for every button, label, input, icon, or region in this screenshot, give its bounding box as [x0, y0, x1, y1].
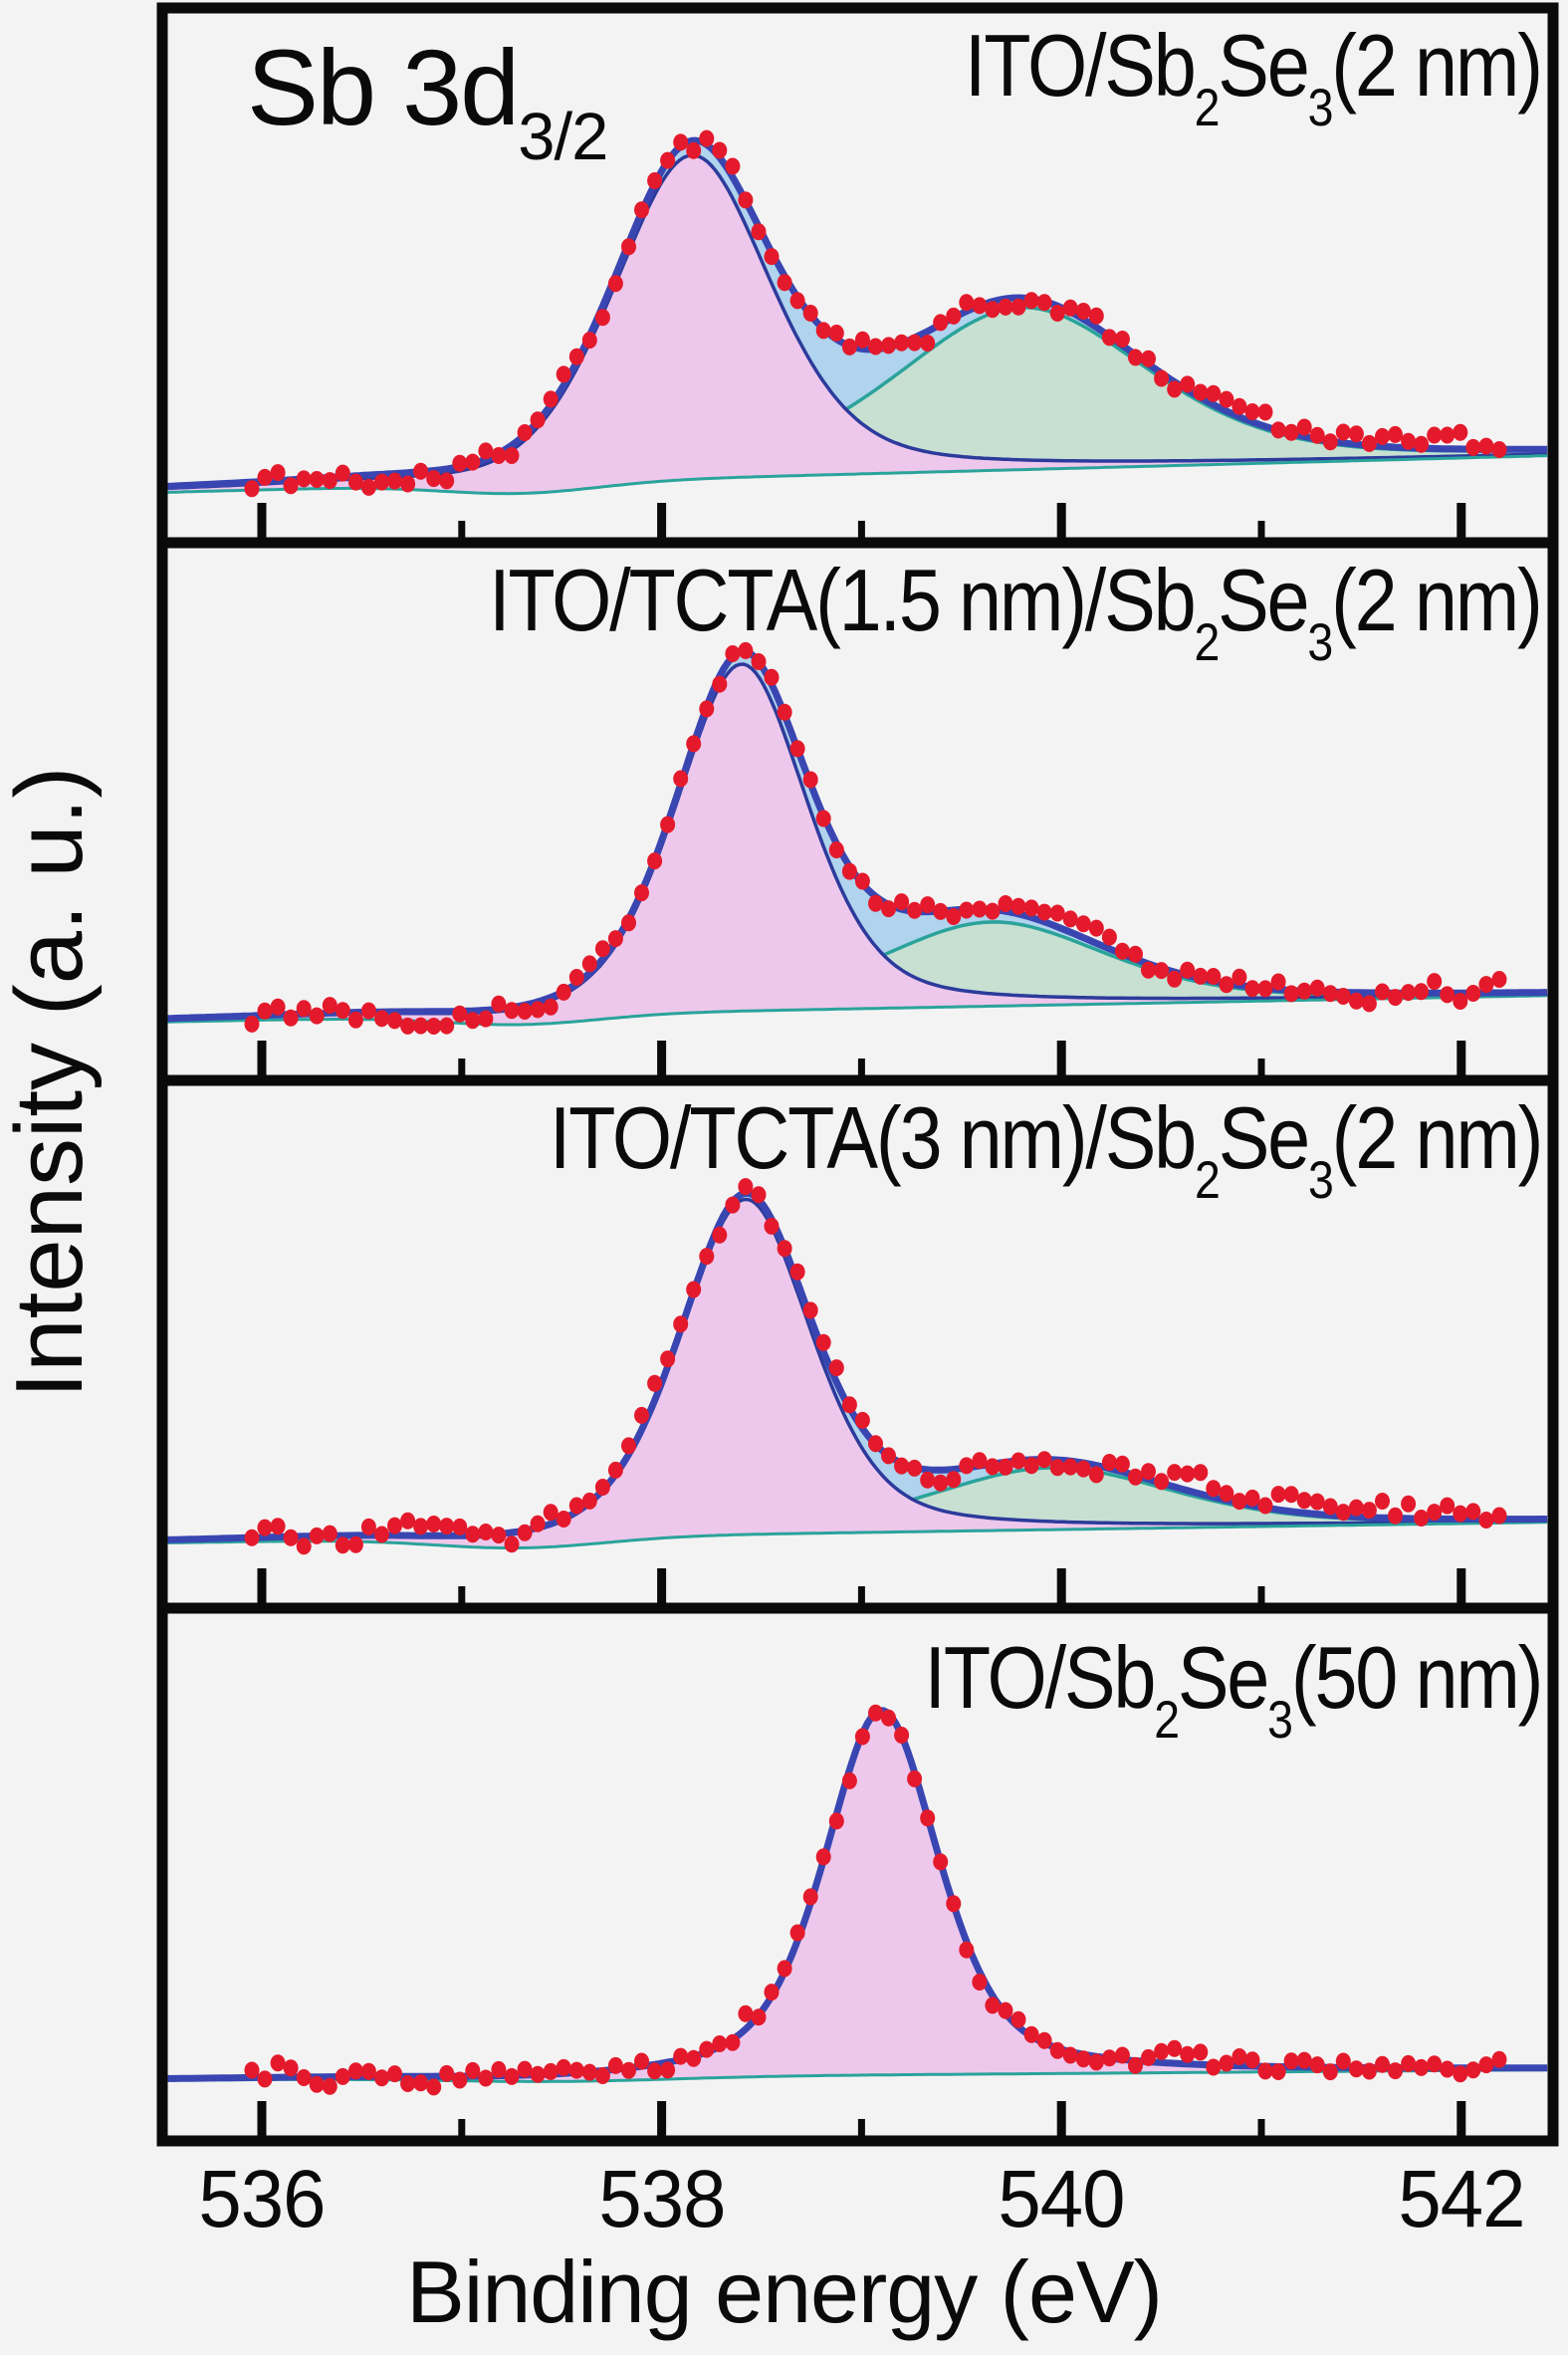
panel-label-subscript: 3 [1307, 613, 1334, 673]
panel-label-subscript: 3 [1266, 1691, 1293, 1751]
background-line [167, 1521, 1548, 1550]
component-fill-Sb-O [167, 307, 1548, 494]
data-points [244, 1178, 1507, 1555]
x-tick-label-536: 536 [198, 2154, 326, 2244]
corner-label-main: Sb 3d [247, 27, 520, 147]
data-points [244, 129, 1507, 498]
x-tick-label-538: 538 [598, 2154, 726, 2244]
panel-label-text: (2 nm) [1331, 16, 1543, 115]
data-points [244, 1704, 1507, 2096]
panel-label-2: ITO/TCTA(1.5 nm)/Sb2Se3(2 nm) [489, 557, 1543, 670]
y-axis-title: Intensity (a. u.) [0, 766, 103, 1399]
spectrum-panel-1 [167, 129, 1548, 498]
spectrum-panel-3 [167, 1178, 1548, 1555]
spectrum-panel-2 [167, 641, 1548, 1035]
panel-label-subscript: 3 [1307, 79, 1334, 138]
x-tick-label-540: 540 [998, 2154, 1126, 2244]
x-tick-label-542: 542 [1398, 2154, 1525, 2244]
spectrum-panel-4 [167, 1704, 1548, 2096]
panel-label-subscript: 2 [1153, 1691, 1180, 1751]
data-points [244, 641, 1507, 1035]
panel-label-3: ITO/TCTA(3 nm)/Sb2Se3(2 nm) [550, 1094, 1544, 1208]
corner-label-subscript: 3/2 [518, 99, 608, 174]
panel-label-subscript: 2 [1194, 1151, 1221, 1211]
panel-label-subscript: 3 [1307, 1151, 1334, 1211]
component-fill-Sb-Se [167, 1199, 1548, 1548]
panel-label-subscript: 2 [1194, 613, 1221, 673]
panel-label-text: (50 nm) [1290, 1628, 1544, 1727]
panel-label-text: Se [1177, 1628, 1270, 1727]
panel-label-text: (2 nm) [1331, 551, 1543, 649]
panel-label-text: Se [1218, 16, 1310, 115]
component-fill-Sb-Se [167, 664, 1548, 1025]
spectrum-region-label: Sb 3d3/2 [247, 34, 608, 170]
component-fill-Sb-Se [167, 1710, 1548, 2082]
component-fill-Sb-Se [167, 154, 1548, 494]
panel-label-text: ITO/TCTA(3 nm)/Sb [549, 1088, 1197, 1187]
plot-frame [156, 2, 1559, 2147]
panel-label-text: Se [1218, 551, 1310, 649]
panel-label-text: ITO/TCTA(1.5 nm)/Sb [489, 551, 1197, 649]
panel-label-text: ITO/Sb [965, 16, 1197, 115]
x-axis-title: Binding energy (eV) [406, 2242, 1163, 2341]
panel-label-text: (2 nm) [1331, 1088, 1543, 1187]
panel-label-subscript: 2 [1194, 79, 1221, 138]
panel-label-1: ITO/Sb2Se3(2 nm) [965, 22, 1543, 135]
panel-label-text: ITO/Sb [924, 1628, 1156, 1727]
background-line [167, 454, 1548, 496]
panel-label-text: Se [1218, 1088, 1310, 1187]
panel-label-4: ITO/Sb2Se3(50 nm) [924, 1634, 1543, 1748]
